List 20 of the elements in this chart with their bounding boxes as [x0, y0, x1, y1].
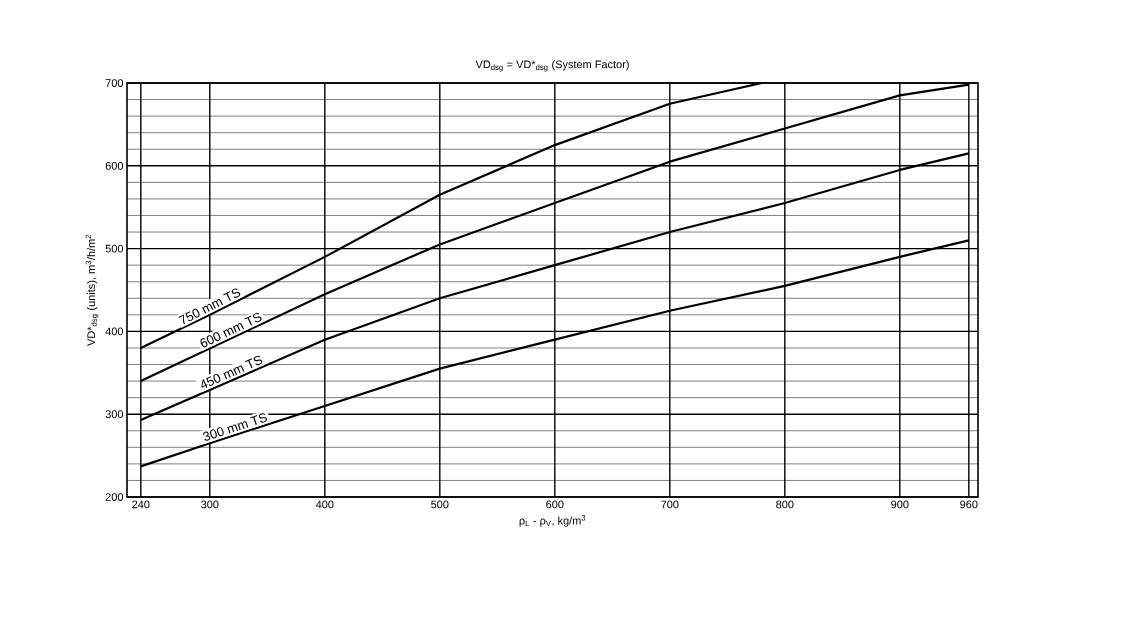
- x-tick-label: 300: [201, 500, 219, 509]
- text: 300 mm TS: [203, 413, 268, 441]
- y-tick-label: 400: [105, 327, 124, 336]
- y-tick-label: 600: [105, 161, 124, 170]
- x-tick-label: 700: [661, 500, 679, 509]
- text: 450 mm TS: [201, 355, 263, 388]
- x-tick-label: 600: [546, 500, 564, 509]
- x-tick-label: 400: [315, 500, 334, 509]
- y-tick-label: 500: [105, 244, 124, 253]
- y-tick-label: 300: [105, 410, 124, 419]
- x-tick-label: 960: [960, 500, 978, 509]
- x-tick-label: 900: [891, 500, 909, 509]
- x-tick-label: 800: [776, 500, 794, 509]
- x-axis-title: ρ$_{L}$ - ρ$_{V}$, kg/m$^{3}$: [519, 515, 586, 527]
- y-tick-label: 200: [105, 493, 124, 501]
- x-tick-label: 500: [431, 500, 449, 509]
- x-tick-label: 240: [132, 500, 150, 509]
- y-axis-title: VD*$_{dsg}$ (units), m$^{3}$/h/m$^{2}$: [85, 234, 99, 346]
- chart-title: VD$_{dsg}$ = VD*$_{dsg}$ (System Factor): [475, 60, 629, 72]
- y-tick-label: 700: [105, 79, 124, 87]
